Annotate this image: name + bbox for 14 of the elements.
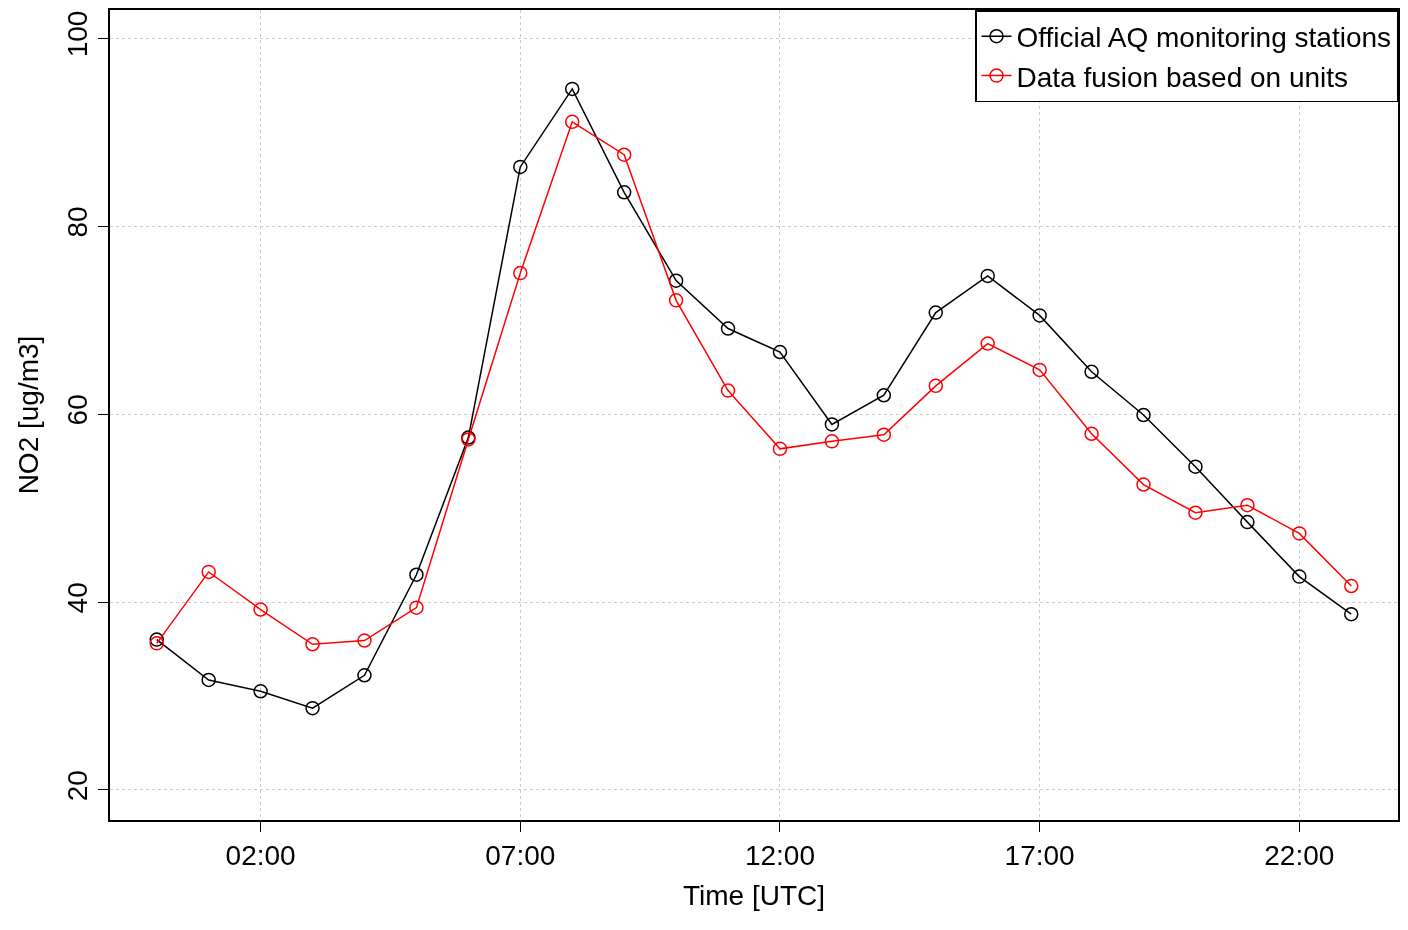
- x-axis-title: Time [UTC]: [682, 879, 826, 911]
- x-tick-label: 12:00: [744, 840, 816, 872]
- x-tick-label: 02:00: [225, 840, 296, 872]
- legend-label: Data fusion based on units: [1016, 61, 1349, 93]
- x-tick-label: 07:00: [485, 840, 556, 872]
- x-tick-label: 22:00: [1264, 840, 1335, 872]
- y-axis-title: NO2 [ug/m3]: [13, 335, 45, 495]
- y-tick-label: 20: [62, 770, 94, 802]
- y-tick-label: 80: [62, 206, 94, 238]
- legend-label: Official AQ monitoring stations: [1016, 22, 1392, 54]
- y-tick-label: 60: [62, 394, 94, 426]
- y-tick-label: 100: [62, 10, 94, 58]
- x-tick-label: 17:00: [1004, 840, 1075, 872]
- y-tick-label: 40: [62, 582, 94, 614]
